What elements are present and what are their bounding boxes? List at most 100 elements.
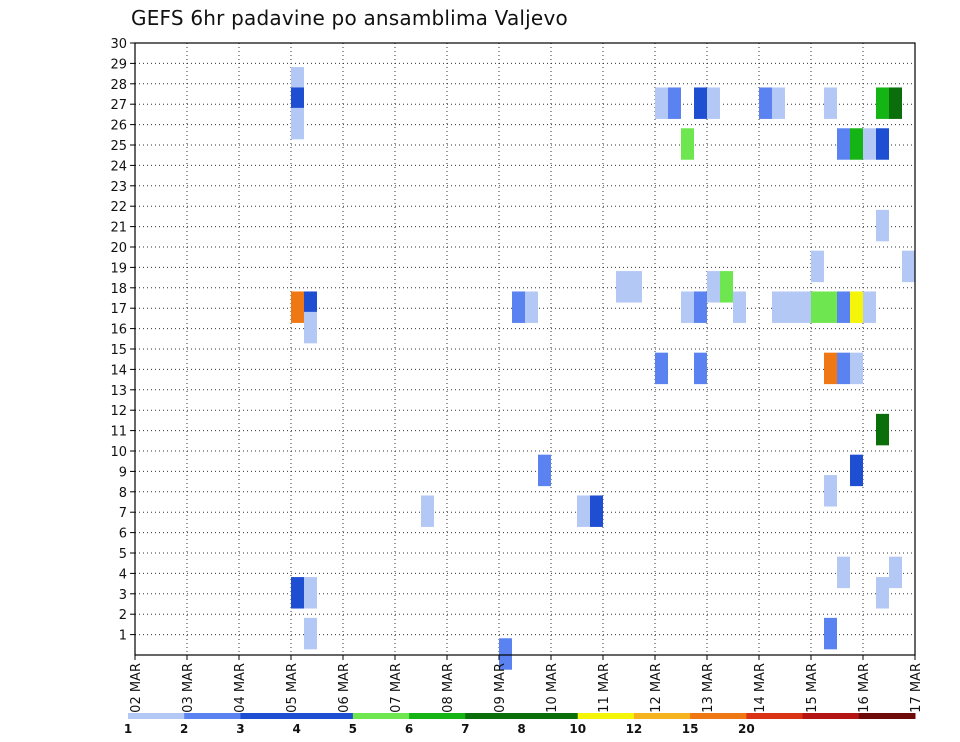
precipitation-cell [759, 87, 772, 119]
precipitation-cell [772, 291, 785, 323]
y-tick-label: 11 [110, 425, 127, 440]
colorbar-segment [521, 713, 579, 719]
colorbar-segment [577, 713, 635, 719]
precipitation-cell [681, 128, 694, 160]
precipitation-cell [525, 291, 538, 323]
precipitation-cell [304, 311, 317, 344]
precipitation-cell [863, 128, 876, 160]
colorbar-segment [128, 713, 185, 719]
precipitation-cell [850, 128, 863, 160]
precipitation-cell [876, 577, 889, 609]
precipitation-cell [304, 617, 317, 650]
precipitation-cell [889, 87, 902, 119]
y-tick-label: 18 [110, 282, 127, 297]
y-tick-label: 4 [119, 567, 127, 582]
colorbar-segment [184, 713, 241, 719]
precipitation-cell [304, 577, 317, 609]
y-tick-label: 17 [110, 302, 127, 317]
colorbar-segment [465, 713, 522, 719]
precipitation-cell [811, 291, 824, 323]
colorbar-label: 7 [461, 722, 469, 736]
y-tick-label: 5 [119, 547, 127, 562]
x-tick-label: 11 MAR [597, 663, 612, 713]
chart-title: GEFS 6hr padavine po ansamblima Valjevo [131, 6, 568, 30]
y-tick-label: 28 [110, 78, 127, 93]
precipitation-cell [772, 87, 785, 119]
precipitation-cell [798, 291, 811, 323]
precipitation-cell [629, 271, 642, 303]
y-tick-label: 15 [110, 343, 127, 358]
precipitation-cell [824, 617, 837, 650]
precipitation-cell [876, 209, 889, 242]
y-tick-label: 3 [119, 588, 127, 603]
precipitation-cell [538, 454, 551, 487]
x-tick-label: 12 MAR [649, 663, 664, 713]
precipitation-cell [720, 271, 733, 303]
precipitation-cell [512, 291, 525, 323]
y-tick-label: 12 [110, 404, 127, 419]
colorbar-segment [858, 713, 916, 719]
precipitation-cell [785, 291, 798, 323]
precipitation-cell [733, 291, 746, 323]
x-tick-label: 06 MAR [337, 663, 352, 713]
colorbar-segment [296, 713, 354, 719]
precipitation-cell [655, 352, 668, 385]
colorbar-label: 20 [738, 722, 755, 736]
colorbar-segment [746, 713, 804, 719]
precipitation-cell [668, 87, 681, 119]
precipitation-cells [291, 67, 915, 670]
precipitation-cell [499, 638, 512, 670]
precipitation-cell [863, 291, 876, 323]
colorbar-segment [633, 713, 691, 719]
precipitation-cell [850, 454, 863, 487]
x-tick-label: 17 MAR [909, 663, 924, 713]
precipitation-cell [850, 352, 863, 385]
y-tick-label: 27 [110, 98, 127, 113]
precipitation-cell [590, 495, 603, 527]
x-tick-label: 03 MAR [181, 663, 196, 713]
colorbar-segment [352, 713, 410, 719]
precipitation-cell [824, 291, 837, 323]
x-tick-label: 14 MAR [753, 663, 768, 713]
x-tick-label: 10 MAR [545, 663, 560, 713]
y-axis-ticks: 1234567891011121314151617181920212223242… [110, 37, 135, 644]
y-tick-label: 25 [110, 139, 127, 154]
precipitation-cell [694, 291, 707, 323]
x-tick-label: 15 MAR [805, 663, 820, 713]
precipitation-cell [837, 291, 850, 323]
y-tick-label: 29 [110, 57, 127, 72]
x-tick-label: 08 MAR [441, 663, 456, 713]
x-axis-ticks: 02 MAR 03 MAR 04 MAR 05 MAR 06 MAR 07 MAR 08 M… [129, 655, 924, 713]
colorbar-segment [240, 713, 298, 719]
precipitation-cell [577, 495, 590, 527]
y-tick-label: 9 [119, 465, 127, 480]
precipitation-cell [889, 556, 902, 589]
colorbar-label: 15 [682, 722, 699, 736]
precipitation-cell [876, 128, 889, 160]
precipitation-cell [291, 291, 304, 323]
x-tick-label: 07 MAR [389, 663, 404, 713]
colorbar: 1 2 3 4 5 6 7 8 10 12 15 20 [124, 713, 916, 736]
precipitation-cell [824, 87, 837, 119]
y-tick-label: 10 [110, 445, 127, 460]
precipitation-cell [681, 291, 694, 323]
precipitation-cell [850, 291, 863, 323]
precipitation-cell [902, 250, 915, 283]
y-tick-label: 19 [110, 261, 127, 276]
precipitation-cell [707, 87, 720, 119]
precipitation-cell [707, 271, 720, 303]
y-tick-label: 24 [110, 159, 127, 174]
precipitation-cell [837, 352, 850, 385]
precipitation-cell [876, 413, 889, 446]
precipitation-cell [694, 352, 707, 385]
precipitation-cell [616, 271, 629, 303]
y-tick-label: 7 [119, 506, 127, 521]
colorbar-segment [409, 713, 466, 719]
y-tick-label: 22 [110, 200, 127, 215]
y-tick-label: 16 [110, 323, 127, 338]
y-tick-label: 26 [110, 119, 127, 134]
y-tick-label: 13 [110, 384, 127, 399]
colorbar-label: 1 [124, 722, 132, 736]
precipitation-cell [824, 475, 837, 507]
colorbar-segment [690, 713, 747, 719]
